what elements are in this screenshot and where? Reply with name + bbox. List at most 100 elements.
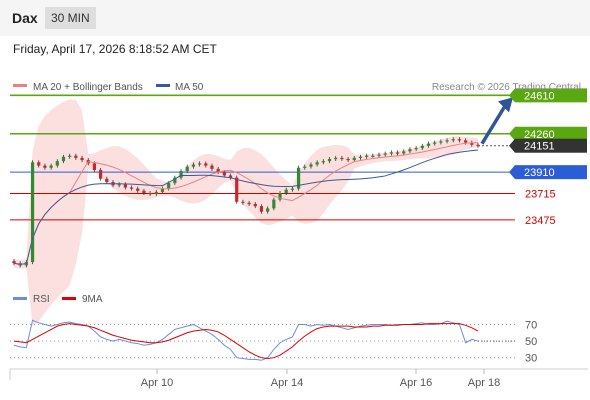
moving-averages [13, 142, 479, 265]
candle-body [303, 166, 307, 168]
candle-body [290, 188, 294, 190]
price-legend: MA 20 + Bollinger Bands MA 50 Research ©… [13, 82, 581, 93]
candle-body [55, 161, 59, 166]
x-tick-label: Apr 16 [400, 377, 432, 389]
candle-body [383, 153, 387, 155]
candle-body [284, 189, 288, 194]
timeframe-button[interactable]: 30 MIN [45, 7, 96, 29]
price-levels [10, 94, 515, 221]
candle-body [228, 175, 233, 178]
candle-body [451, 139, 455, 141]
level-label-24260: 24260 [524, 129, 555, 141]
level-label-23715: 23715 [525, 189, 556, 201]
rsi-tick-50: 50 [525, 336, 537, 348]
candle-body [408, 149, 412, 152]
legend-rsi: RSI [33, 294, 50, 305]
level-label-24610: 24610 [524, 90, 555, 102]
candle-body [117, 184, 121, 186]
candle-body [476, 144, 480, 146]
candle-body [470, 142, 474, 145]
x-axis-ticks: Apr 10 Apr 14 Apr 16 Apr 18 [141, 369, 500, 389]
candle-body [371, 155, 375, 157]
candle-body [253, 203, 257, 207]
candle-body [235, 177, 239, 202]
symbol-title: Dax [12, 10, 38, 26]
rsi-9ma-line [13, 323, 479, 360]
candle-body [247, 202, 251, 205]
credit-text: Research © 2026 Trading Central [432, 82, 581, 93]
candle-body [426, 143, 431, 146]
candle-body [105, 178, 109, 183]
candle-body [210, 165, 214, 169]
candle-body [160, 188, 165, 192]
candle-body [173, 177, 177, 184]
candle-body [445, 140, 449, 142]
candle-body [358, 156, 363, 158]
rsi-line [13, 319, 479, 361]
bollinger-bands [14, 99, 478, 327]
candle-body [414, 148, 418, 150]
candle-body [142, 190, 146, 194]
candle-body [352, 157, 356, 161]
candle-body [49, 165, 53, 168]
candle-body [278, 193, 282, 200]
rsi-legend: RSI 9MA [13, 294, 103, 305]
forecast-arrow-icon [480, 97, 513, 145]
candle-body [99, 169, 103, 179]
level-label-24151: 24151 [524, 141, 555, 153]
legend-swatch-9ma [62, 297, 76, 300]
date-text: Friday, April 17, 2026 8:18:52 AM CET [13, 42, 217, 56]
candle-body [266, 208, 270, 212]
candle-body [334, 157, 338, 160]
candle-body [154, 191, 158, 195]
candle-body [61, 156, 66, 162]
bollinger-band-area [14, 99, 478, 327]
arrow-shaft [480, 103, 508, 145]
candle-body [179, 171, 183, 178]
candle-body [92, 163, 97, 170]
candle-body [68, 155, 72, 157]
candle-body [365, 155, 369, 157]
candle-body [43, 165, 47, 168]
candle-body [395, 152, 400, 154]
candle-body [37, 162, 41, 166]
candle-body [439, 141, 443, 143]
top-bar: Dax 30 MIN [0, 0, 590, 36]
candle-body [167, 183, 171, 189]
candle-body [402, 151, 406, 154]
candle-body [129, 187, 134, 189]
candle-body [30, 162, 35, 263]
candle-body [346, 158, 350, 161]
candle-body [389, 152, 393, 154]
legend-swatch-rsi [13, 297, 27, 300]
legend-swatch-ma50 [156, 84, 170, 87]
ma50-line [13, 149, 479, 265]
candle-body [148, 193, 152, 195]
candle-body [377, 154, 381, 156]
candle-body [123, 184, 127, 188]
candle-body [296, 167, 301, 189]
candle-body [80, 157, 84, 161]
x-tick-label: Apr 14 [271, 377, 303, 389]
rsi-tick-30: 30 [525, 353, 537, 365]
legend-ma20: MA 20 + Bollinger Bands [33, 82, 143, 93]
candle-body [327, 158, 332, 162]
candle-body [74, 155, 78, 158]
candle-body [464, 140, 468, 143]
candle-body [340, 157, 344, 160]
candle-body [198, 163, 202, 165]
level-tag-23910 [515, 165, 587, 180]
legend-9ma: 9MA [82, 294, 103, 305]
candle-body [216, 168, 220, 173]
candle-body [315, 162, 319, 165]
candle-body [272, 199, 276, 209]
candle-body [420, 145, 424, 149]
level-tag-24151 [515, 138, 587, 153]
level-label-23910: 23910 [524, 167, 555, 179]
candle-body [136, 188, 140, 191]
legend-ma50: MA 50 [175, 82, 204, 93]
candle-body [321, 161, 325, 163]
x-tick-label: Apr 10 [141, 377, 173, 389]
candle-body [185, 166, 189, 172]
